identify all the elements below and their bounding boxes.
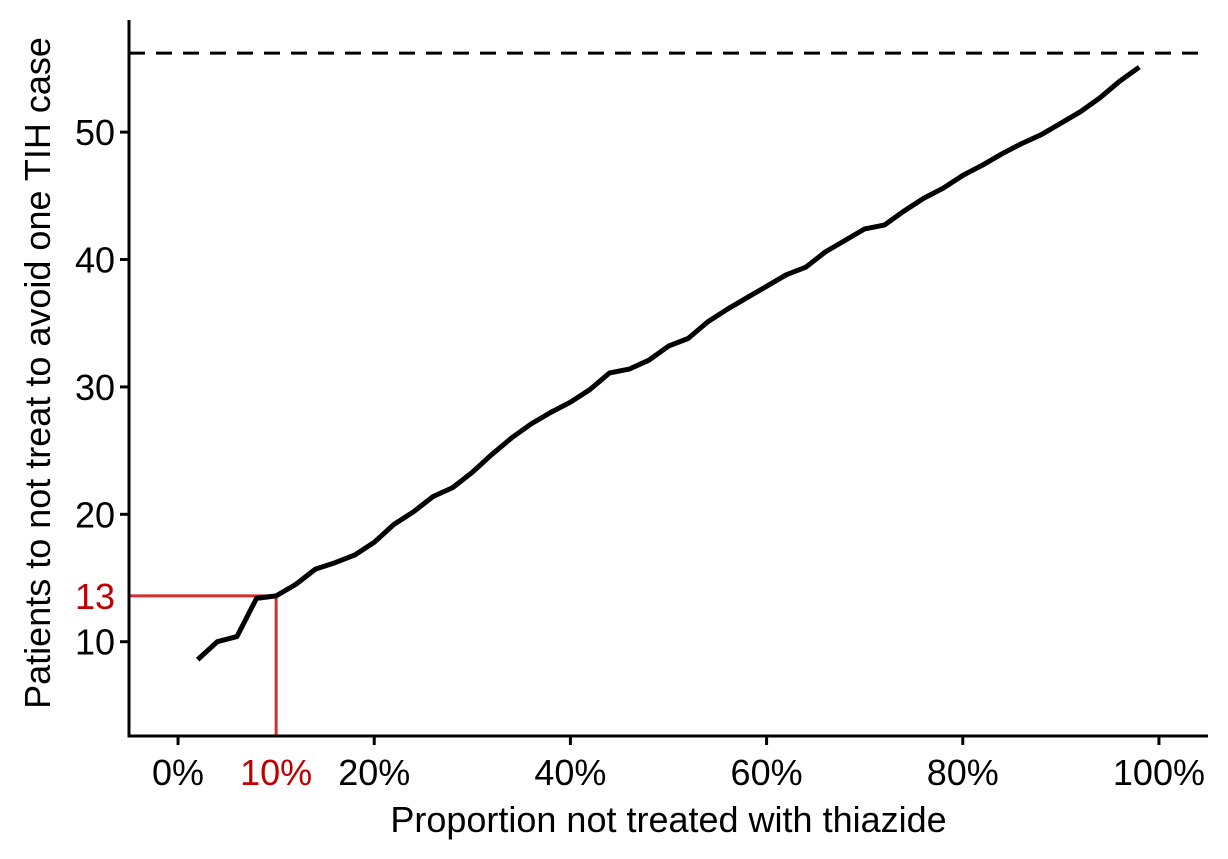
x-axis-title: Proportion not treated with thiazide xyxy=(390,799,946,840)
y-tick-label-0: 10 xyxy=(75,622,115,663)
y-tick-label-4: 50 xyxy=(75,112,115,153)
axes xyxy=(127,20,1208,738)
ticks: 0% 20% 40% 60% 80% 100% 10 20 30 40 50 13 10% xyxy=(75,112,1205,793)
x-tick-label-5: 100% xyxy=(1113,752,1205,793)
annotation-x-label: 10% xyxy=(240,752,312,793)
y-axis-title: Patients to not treat to avoid one TIH c… xyxy=(17,37,58,709)
x-tick-label-1: 20% xyxy=(338,752,410,793)
y-tick-label-3: 40 xyxy=(75,240,115,281)
y-tick-label-1: 20 xyxy=(75,494,115,535)
x-tick-label-0: 0% xyxy=(152,752,204,793)
x-tick-label-3: 60% xyxy=(731,752,803,793)
x-tick-label-4: 80% xyxy=(927,752,999,793)
y-tick-label-2: 30 xyxy=(75,367,115,408)
annotation-y-label: 13 xyxy=(75,576,115,617)
series-line-0 xyxy=(196,65,1141,662)
x-tick-label-2: 40% xyxy=(534,752,606,793)
plot-area xyxy=(129,51,1208,736)
